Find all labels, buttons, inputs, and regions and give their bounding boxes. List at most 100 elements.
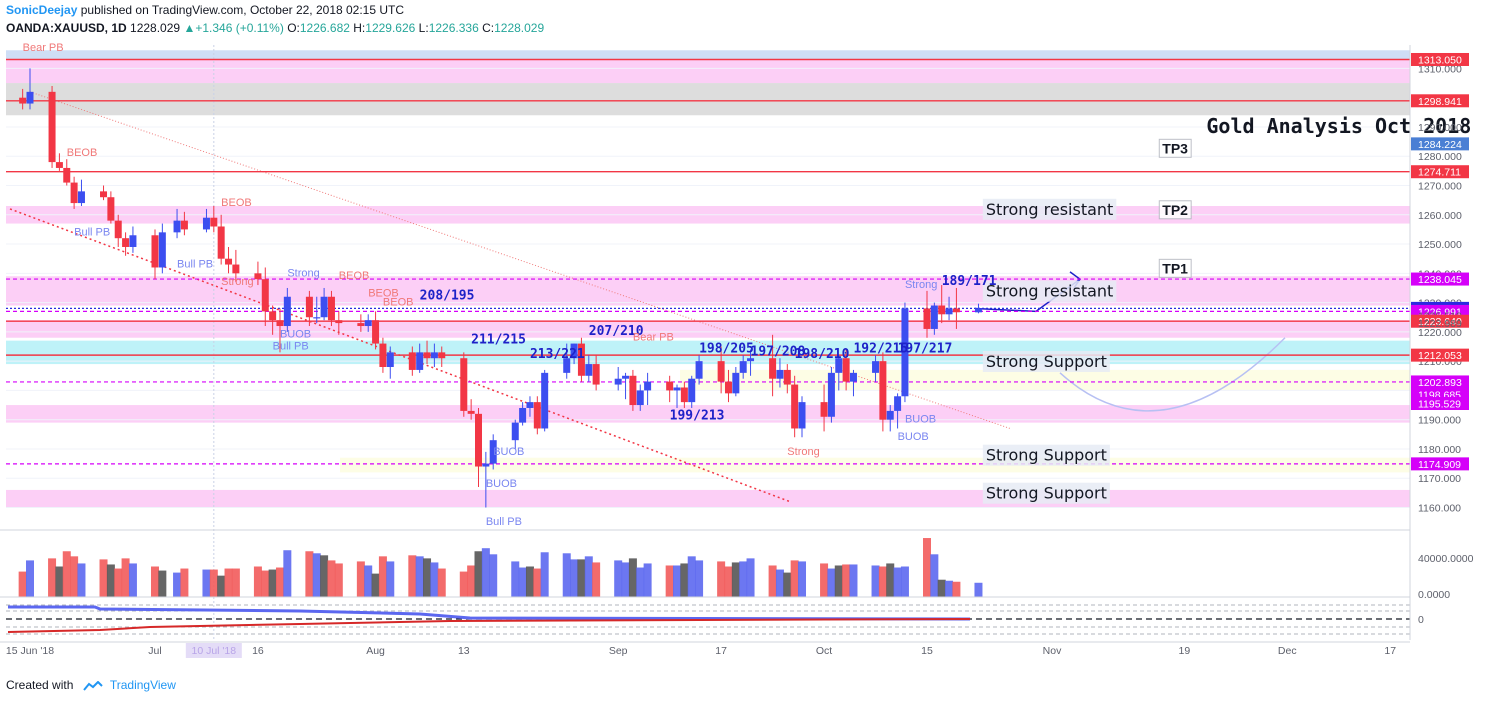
candle-body [519, 407, 527, 423]
volume-bar [231, 568, 240, 597]
zone-pink [6, 489, 1410, 508]
price-label: 1223.640 [1418, 316, 1462, 328]
candle-body [100, 191, 108, 198]
volume-bar [62, 551, 71, 597]
volume-bar [48, 558, 57, 597]
volume-bar [798, 561, 807, 597]
candle-body [129, 235, 137, 247]
time-axis[interactable]: 15 Jun '18 Jul 10 Jul '18 16 Aug 13 Sep 17 Oct 15… [0, 641, 1410, 658]
zone-pink [6, 405, 1410, 423]
annotation-blue: 211/215 [471, 333, 526, 348]
volume-bar [121, 558, 130, 597]
volume-bar [820, 563, 829, 597]
candle-body [732, 372, 740, 394]
volume-bar [467, 565, 476, 597]
annotation-title: Gold Analysis Oct 2018 [1206, 114, 1471, 138]
annotation-box: Strong Support [986, 352, 1107, 371]
annotation-blue: 189/171 [942, 274, 997, 289]
candle-body [747, 358, 755, 362]
annotation-red: Strong [221, 276, 253, 288]
price-label-bg [1411, 52, 1469, 66]
candle-body [526, 402, 534, 408]
candle-body [489, 440, 497, 464]
volume-bar [158, 570, 167, 597]
candle-body [585, 364, 593, 376]
volume-bar [408, 555, 417, 597]
candle-body [475, 413, 482, 467]
author-link[interactable]: SonicDeejay [6, 3, 78, 17]
candle-body [379, 343, 387, 367]
annotation-blue: 198/210 [795, 347, 850, 362]
annotation-bg [1158, 258, 1192, 278]
price-label-bg [1411, 375, 1469, 389]
candle-body [232, 264, 240, 274]
zone-blue [6, 50, 1410, 60]
volume-bar [614, 560, 623, 597]
candle-body [77, 191, 85, 204]
annotation-blue: 207/210 [589, 324, 644, 339]
x-tick-label: Aug [366, 645, 385, 657]
candle-body [408, 352, 416, 370]
price-label: 1274.711 [1418, 167, 1461, 179]
volume-pane [0, 529, 1410, 597]
volume-bar [474, 551, 483, 597]
tradingview-link[interactable]: TradingView [109, 678, 176, 692]
candle-body [70, 182, 78, 204]
candle-body [55, 162, 63, 168]
candle-body [622, 375, 630, 379]
volume-bar [415, 556, 424, 597]
annotation-bg [1158, 200, 1192, 220]
volume-bar [974, 582, 983, 597]
y-tick-label: 1260.000 [1418, 210, 1462, 222]
annotation-blue_light: BUOB [493, 446, 524, 458]
x-tick-label: 19 [1178, 645, 1190, 657]
candle-body [19, 97, 27, 104]
volume-bar [26, 560, 34, 597]
candles [19, 68, 982, 508]
open-value: 1226.682 [299, 21, 350, 35]
price-label: 1284.224 [1418, 139, 1462, 151]
annotation-red: BEOB [339, 270, 370, 282]
volume-bar [945, 580, 954, 597]
symbol-label[interactable]: OANDA:XAUUSD, 1D [6, 21, 127, 35]
annotation-blue_light: Bull PB [486, 516, 522, 528]
candle-body [835, 358, 843, 373]
price-label-bg [1411, 304, 1469, 318]
volume-bar [489, 554, 498, 597]
annotation-blue_light: Strong [287, 267, 319, 279]
annotation-bg [982, 198, 1117, 220]
publish-info: published on TradingView.com, October 22… [80, 3, 405, 17]
x-tick-label: 10 Jul '18 [191, 645, 236, 657]
volume-bar [775, 569, 784, 597]
candle-body [416, 352, 424, 370]
y-tick-label: 1250.000 [1418, 239, 1462, 251]
zone-pink [6, 59, 1410, 84]
volume-bar [327, 560, 336, 597]
price-axis[interactable]: 1160.0001170.0001180.0001190.0001200.000… [1409, 45, 1474, 640]
annotation-red: BEOB [221, 197, 252, 209]
candle-body [460, 358, 468, 411]
annotation-red: Bear PB [633, 332, 674, 344]
candle-body [614, 378, 622, 385]
y-tick-label: 1220.000 [1418, 327, 1462, 339]
x-tick-label: Oct [816, 645, 832, 657]
volume-bar [305, 551, 314, 597]
y-tick-label: 1180.000 [1418, 444, 1461, 456]
up-arrow-icon: ▲ [183, 21, 196, 35]
candle-body [739, 361, 747, 373]
volume-bar [224, 568, 233, 597]
volume-bar [209, 569, 218, 597]
volume-bar [724, 566, 733, 597]
candle-body [430, 352, 438, 359]
volume-bar [371, 573, 380, 597]
price-label: 1298.941 [1418, 96, 1462, 108]
volume-bar [312, 553, 321, 597]
candle-body [217, 226, 225, 259]
level-lines[interactable] [6, 58, 1410, 465]
volume-bar [525, 566, 534, 597]
volume-bar [128, 563, 137, 597]
candle-body [872, 361, 880, 373]
x-tick-label: 13 [458, 645, 470, 657]
x-tick-label: 17 [715, 645, 727, 657]
